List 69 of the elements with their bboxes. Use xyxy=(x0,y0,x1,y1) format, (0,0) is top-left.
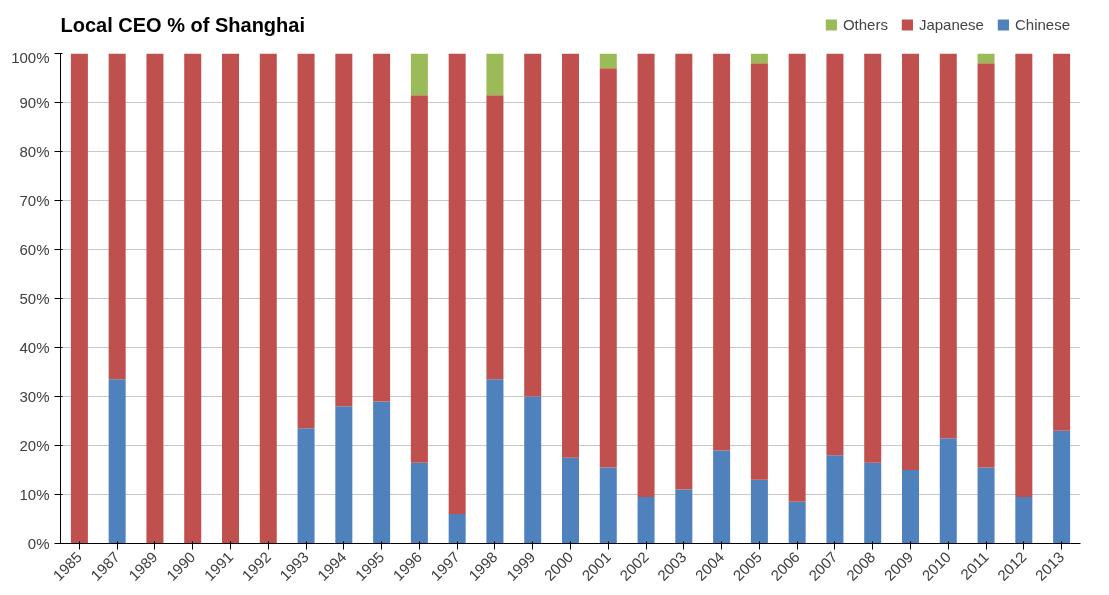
bar xyxy=(335,406,353,544)
bar xyxy=(1053,53,1071,431)
bar xyxy=(562,457,579,544)
y-tick-label: 70% xyxy=(19,192,50,209)
legend-label: Others xyxy=(842,15,888,33)
bar xyxy=(335,53,353,407)
y-tick-label: 20% xyxy=(19,437,50,454)
bar xyxy=(1015,496,1033,544)
bar xyxy=(297,428,315,544)
y-tick-label: 40% xyxy=(19,339,50,356)
bar xyxy=(146,53,164,544)
bar xyxy=(675,53,693,490)
y-tick-label: 60% xyxy=(19,241,50,258)
bar xyxy=(750,63,768,480)
bar xyxy=(750,479,768,544)
bar xyxy=(864,53,882,463)
bar xyxy=(562,53,579,458)
bar xyxy=(524,53,542,397)
bar xyxy=(902,470,919,544)
bar xyxy=(788,501,806,544)
bar xyxy=(222,53,239,544)
bar xyxy=(750,53,768,64)
bar xyxy=(713,53,731,451)
bar xyxy=(486,53,504,96)
bar xyxy=(826,455,844,544)
bar xyxy=(184,53,202,544)
bar xyxy=(1053,430,1071,544)
bar xyxy=(637,53,655,497)
bar xyxy=(410,95,428,463)
bar xyxy=(486,95,504,380)
bar xyxy=(373,53,391,402)
y-tick-label: 30% xyxy=(19,388,50,405)
bar xyxy=(410,53,428,96)
bar xyxy=(939,438,957,544)
bar xyxy=(448,53,466,515)
bar xyxy=(70,53,88,544)
bar xyxy=(486,379,504,544)
bar xyxy=(599,53,617,69)
y-tick-label: 10% xyxy=(19,486,50,503)
bar xyxy=(939,53,957,439)
bar xyxy=(826,53,844,456)
chart-title: Local CEO % of Shanghai xyxy=(60,13,305,36)
legend-label: Japanese xyxy=(918,15,984,33)
bar xyxy=(675,489,693,544)
bar xyxy=(637,496,655,544)
bar xyxy=(977,53,995,64)
y-tick-label: 0% xyxy=(27,535,50,552)
y-tick-label: 90% xyxy=(19,94,50,111)
bar xyxy=(108,53,126,380)
bar xyxy=(373,401,391,544)
legend-label: Chinese xyxy=(1014,15,1070,33)
bar xyxy=(410,462,428,544)
bar xyxy=(599,68,617,468)
bar xyxy=(524,396,542,544)
y-tick-label: 50% xyxy=(19,290,50,307)
y-tick-label: 80% xyxy=(19,143,50,160)
bar xyxy=(599,467,617,544)
bar xyxy=(977,467,995,544)
bar xyxy=(108,379,126,544)
bar xyxy=(977,63,995,468)
bar xyxy=(713,450,731,544)
bar xyxy=(1015,53,1033,497)
bar xyxy=(902,53,919,470)
bar xyxy=(259,53,277,544)
bar xyxy=(864,462,882,544)
bar xyxy=(788,53,806,502)
bar xyxy=(297,53,315,429)
y-tick-label: 100% xyxy=(11,48,50,66)
bar xyxy=(448,514,466,544)
